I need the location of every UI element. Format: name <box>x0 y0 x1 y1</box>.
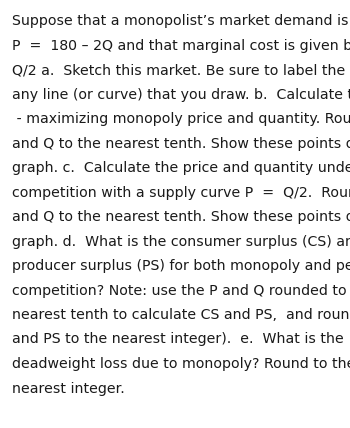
Text: producer surplus (PS) for both monopoly and perfect: producer surplus (PS) for both monopoly … <box>12 259 350 273</box>
Text: and Q to the nearest tenth. Show these points on the: and Q to the nearest tenth. Show these p… <box>12 137 350 151</box>
Text: nearest tenth to calculate CS and PS,  and round the CS: nearest tenth to calculate CS and PS, an… <box>12 308 350 322</box>
Text: Suppose that a monopolist’s market demand is given by: Suppose that a monopolist’s market deman… <box>12 14 350 28</box>
Text: and Q to the nearest tenth. Show these points on the: and Q to the nearest tenth. Show these p… <box>12 210 350 224</box>
Text: Q/2 a.  Sketch this market. Be sure to label the axes and: Q/2 a. Sketch this market. Be sure to la… <box>12 63 350 77</box>
Text: nearest integer.: nearest integer. <box>12 381 125 395</box>
Text: - maximizing monopoly price and quantity. Round the P: - maximizing monopoly price and quantity… <box>12 112 350 126</box>
Text: any line (or curve) that you draw. b.  Calculate the profit: any line (or curve) that you draw. b. Ca… <box>12 87 350 101</box>
Text: deadweight loss due to monopoly? Round to the: deadweight loss due to monopoly? Round t… <box>12 357 350 371</box>
Text: and PS to the nearest integer).  e.  What is the: and PS to the nearest integer). e. What … <box>12 333 344 347</box>
Text: graph. c.  Calculate the price and quantity under perfect: graph. c. Calculate the price and quanti… <box>12 161 350 175</box>
Text: competition? Note: use the P and Q rounded to the: competition? Note: use the P and Q round… <box>12 283 350 297</box>
Text: competition with a supply curve P  =  Q/2.  Round the P: competition with a supply curve P = Q/2.… <box>12 185 350 199</box>
Text: graph. d.  What is the consumer surplus (CS) and: graph. d. What is the consumer surplus (… <box>12 235 350 249</box>
Text: P  =  180 – 2Q and that marginal cost is given by MC  =: P = 180 – 2Q and that marginal cost is g… <box>12 39 350 53</box>
